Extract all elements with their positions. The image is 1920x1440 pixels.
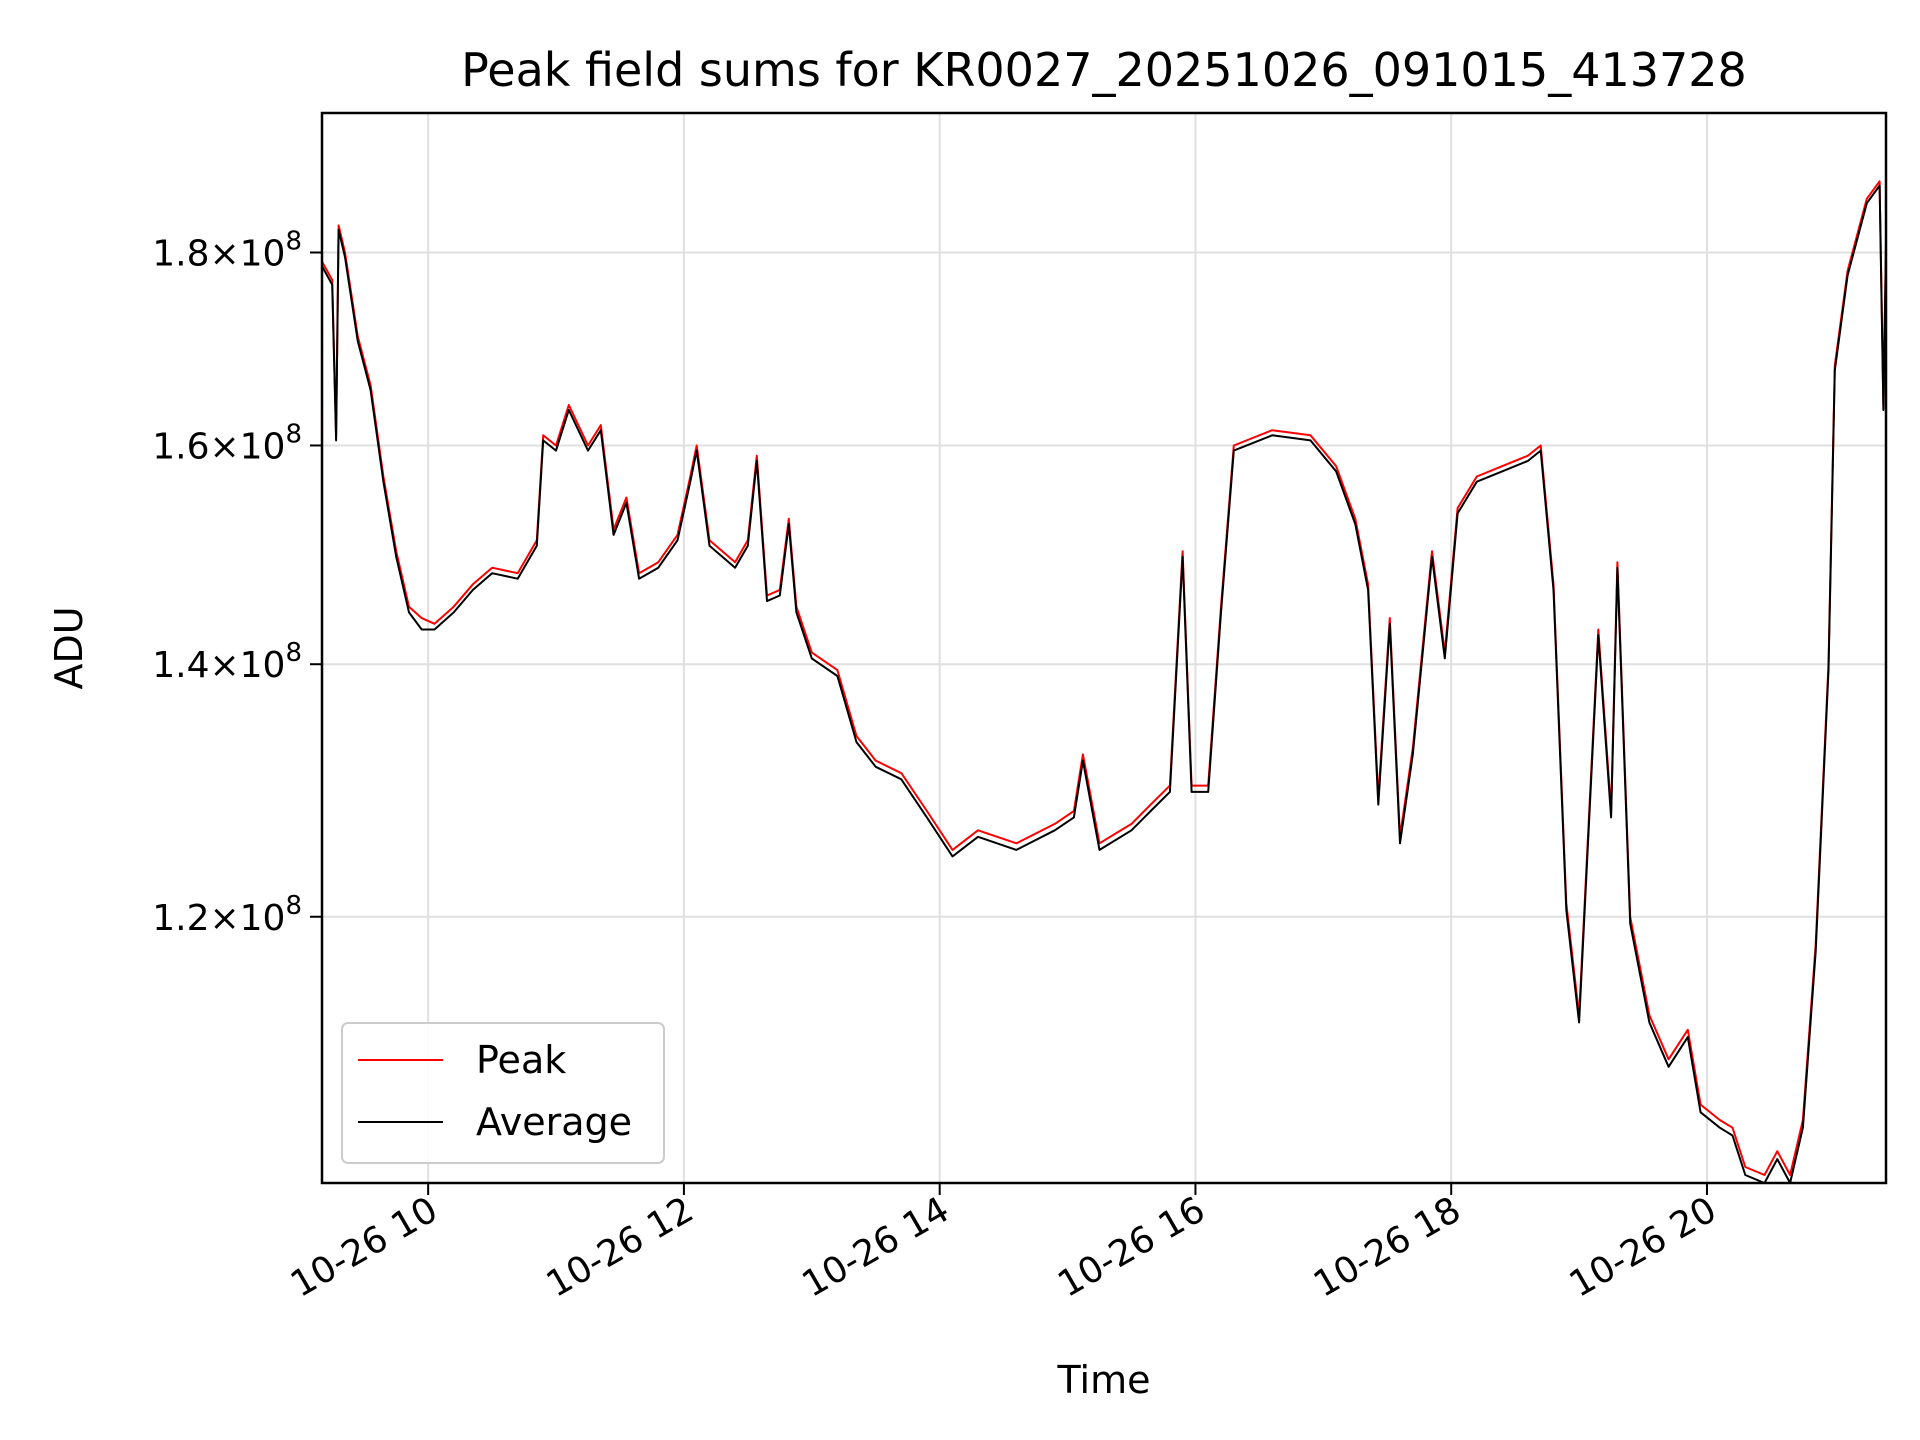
legend-label-average: Average <box>476 1100 632 1144</box>
x-axis-label: Time <box>1057 1358 1151 1402</box>
chart-title: Peak field sums for KR0027_20251026_0910… <box>461 43 1747 97</box>
y-axis-label: ADU <box>47 606 91 689</box>
series-lines <box>322 180 1886 1183</box>
grid-lines <box>322 113 1886 1183</box>
series-line-average <box>322 184 1886 1183</box>
y-tick-label: 1.8×108 <box>152 227 302 275</box>
y-axis: 1.2×108 1.4×108 1.6×108 1.8×108 <box>152 227 322 939</box>
y-tick-label: 1.6×108 <box>152 419 302 467</box>
legend-label-peak: Peak <box>476 1038 566 1082</box>
y-tick-label: 1.2×108 <box>152 891 302 939</box>
plot-frame <box>320 111 1888 1185</box>
legend: Peak Average <box>341 1022 665 1164</box>
y-tick-label: 1.4×108 <box>152 638 302 686</box>
legend-box <box>341 1022 665 1164</box>
